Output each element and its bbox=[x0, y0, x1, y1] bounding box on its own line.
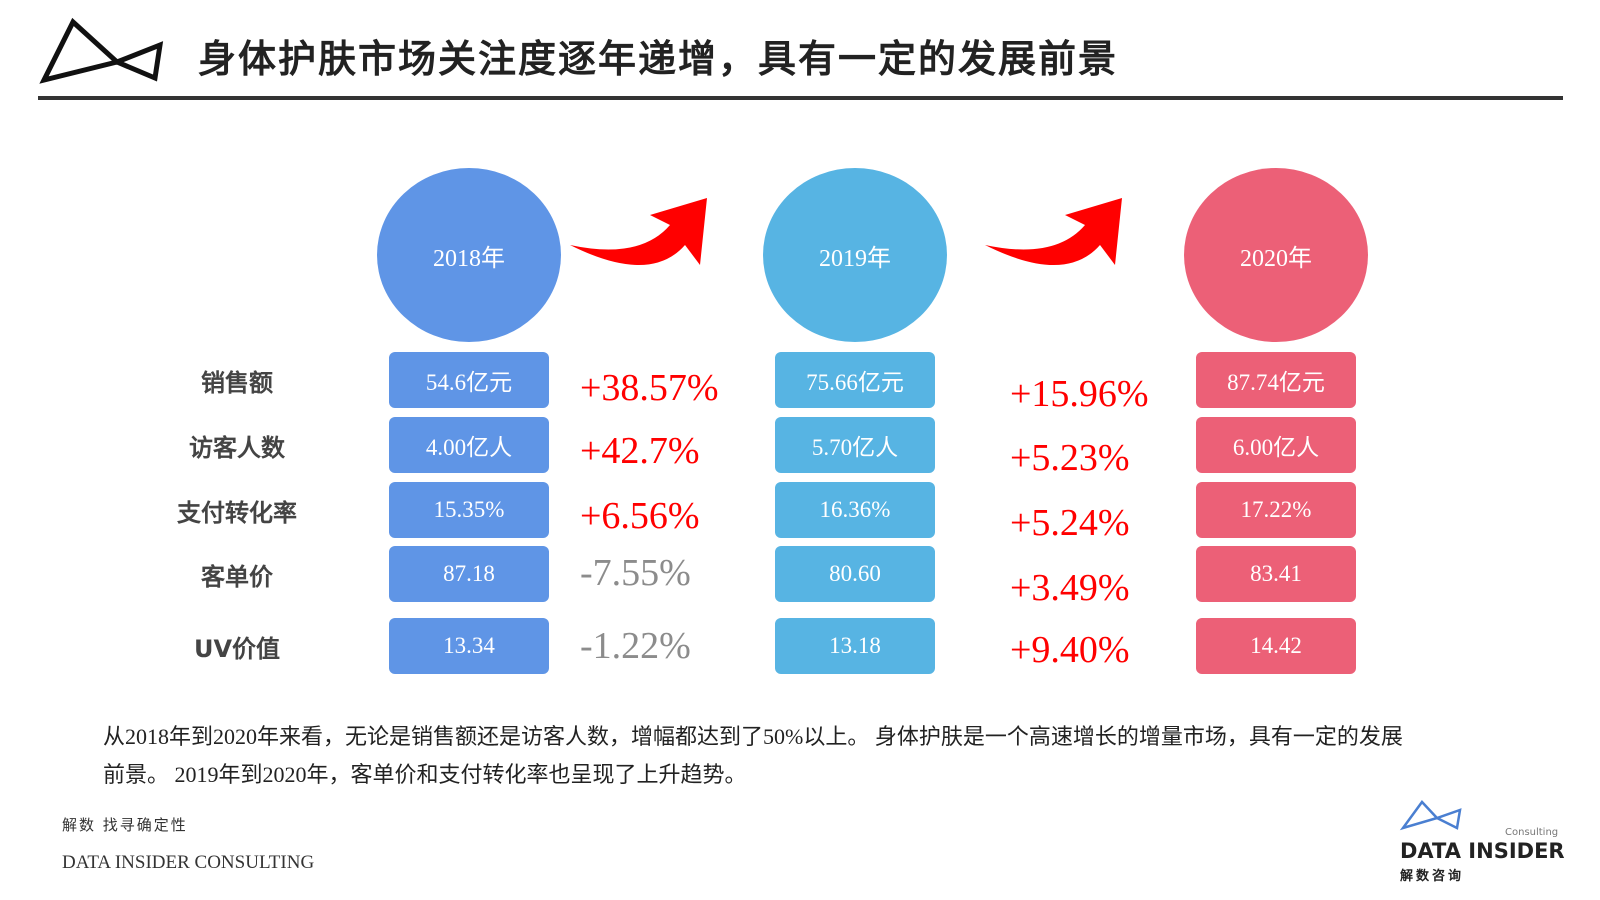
year-circle: 2019年 bbox=[763, 168, 947, 342]
year-circle: 2020年 bbox=[1184, 168, 1368, 342]
value-box: 87.18 bbox=[389, 546, 549, 602]
arrow bbox=[570, 198, 707, 265]
change-rate: +6.56% bbox=[580, 495, 700, 537]
change-rate: +5.24% bbox=[1010, 502, 1130, 544]
metric-label: UV价值 bbox=[193, 635, 281, 663]
metric-label: 访客人数 bbox=[189, 434, 285, 462]
value-box: 80.60 bbox=[775, 546, 935, 602]
summary: 从2018年到2020年来看，无论是销售额还是访客人数，增幅都达到了50%以上。… bbox=[103, 724, 1403, 787]
value-box: 6.00亿人 bbox=[1196, 417, 1356, 473]
brand-mark bbox=[1399, 800, 1462, 831]
change-rate: +42.7% bbox=[580, 430, 700, 472]
metric-label: 支付转化率 bbox=[177, 499, 297, 527]
company: DATA INSIDER CONSULTING bbox=[62, 852, 315, 873]
change-rate: +38.57% bbox=[580, 367, 719, 409]
logo-mark bbox=[39, 17, 164, 84]
year-circle: 2018年 bbox=[377, 168, 561, 342]
value-box: 87.74亿元 bbox=[1196, 352, 1356, 408]
brand-tag: Consulting bbox=[1505, 827, 1559, 838]
arrow bbox=[985, 198, 1122, 265]
value-box: 15.35% bbox=[389, 482, 549, 538]
value-box: 13.34 bbox=[389, 618, 549, 674]
value-box: 16.36% bbox=[775, 482, 935, 538]
value-box: 54.6亿元 bbox=[389, 352, 549, 408]
brand-cn: 解数咨询 bbox=[1400, 869, 1465, 884]
change-rate: +9.40% bbox=[1010, 629, 1130, 671]
value-box: 83.41 bbox=[1196, 546, 1356, 602]
value-box: 14.42 bbox=[1196, 618, 1356, 674]
change-rate: -1.22% bbox=[580, 625, 691, 667]
change-rate: +3.49% bbox=[1010, 567, 1130, 609]
brand-name: DATA INSIDER bbox=[1400, 839, 1565, 863]
change-rate: -7.55% bbox=[580, 552, 691, 594]
slogan: 解数 找寻确定性 bbox=[62, 816, 188, 834]
change-rate: +15.96% bbox=[1010, 373, 1149, 415]
metric-label: 客单价 bbox=[201, 563, 273, 591]
value-box: 5.70亿人 bbox=[775, 417, 935, 473]
value-box: 75.66亿元 bbox=[775, 352, 935, 408]
value-box: 4.00亿人 bbox=[389, 417, 549, 473]
metric-label: 销售额 bbox=[201, 369, 273, 397]
value-box: 17.22% bbox=[1196, 482, 1356, 538]
change-rate: +5.23% bbox=[1010, 437, 1130, 479]
title: 身体护肤市场关注度逐年递增，具有一定的发展前景 bbox=[198, 37, 1119, 81]
value-box: 13.18 bbox=[775, 618, 935, 674]
